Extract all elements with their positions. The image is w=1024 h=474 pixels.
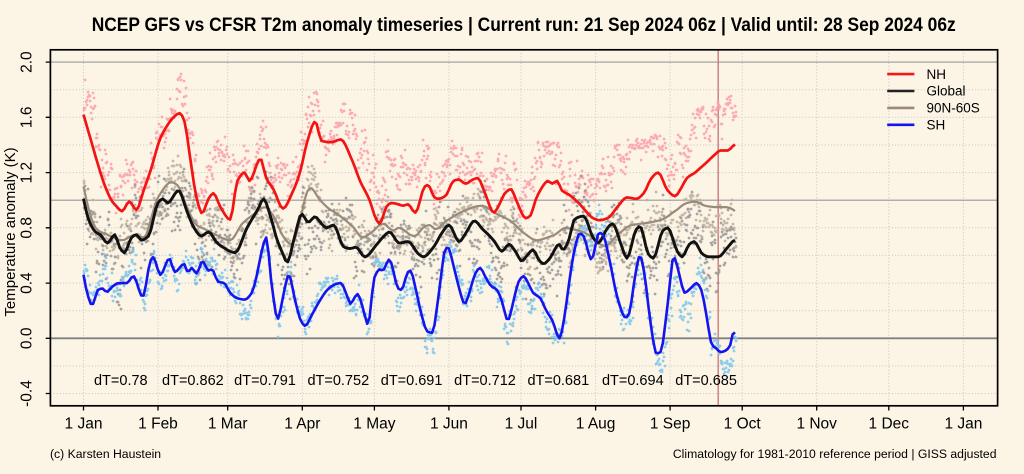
svg-text:dT=0.681: dT=0.681 xyxy=(527,373,589,389)
svg-text:Temperature anomaly (K): Temperature anomaly (K) xyxy=(2,147,19,316)
svg-text:dT=0.791: dT=0.791 xyxy=(234,373,296,389)
svg-text:1 Jun: 1 Jun xyxy=(430,416,468,433)
svg-text:0.0: 0.0 xyxy=(19,327,36,349)
svg-text:dT=0.862: dT=0.862 xyxy=(162,373,224,389)
svg-text:2.0: 2.0 xyxy=(19,51,36,73)
svg-text:NCEP GFS vs CFSR T2m anomaly t: NCEP GFS vs CFSR T2m anomaly timeseries … xyxy=(92,14,956,36)
svg-text:1.6: 1.6 xyxy=(19,107,36,129)
svg-text:NH: NH xyxy=(927,67,947,82)
svg-text:Climatology for 1981-2010 refe: Climatology for 1981-2010 reference peri… xyxy=(673,447,997,461)
svg-text:1 Oct: 1 Oct xyxy=(724,416,762,433)
svg-text:90N-60S: 90N-60S xyxy=(927,101,980,116)
svg-text:0.8: 0.8 xyxy=(19,217,36,239)
svg-text:1 Dec: 1 Dec xyxy=(869,416,910,433)
svg-text:1 May: 1 May xyxy=(353,416,395,433)
svg-text:1.2: 1.2 xyxy=(19,162,36,184)
svg-text:Global: Global xyxy=(927,84,966,99)
svg-text:1 Sep: 1 Sep xyxy=(650,416,691,433)
svg-text:1 Jan: 1 Jan xyxy=(65,416,103,433)
svg-text:1 Feb: 1 Feb xyxy=(138,416,178,433)
svg-text:1 Mar: 1 Mar xyxy=(208,416,248,433)
svg-text:dT=0.78: dT=0.78 xyxy=(94,373,148,389)
svg-text:1 Apr: 1 Apr xyxy=(284,416,320,433)
svg-text:dT=0.694: dT=0.694 xyxy=(602,373,664,389)
svg-text:dT=0.691: dT=0.691 xyxy=(381,373,443,389)
svg-text:SH: SH xyxy=(927,118,946,133)
svg-text:1 Jan: 1 Jan xyxy=(944,416,982,433)
svg-text:dT=0.685: dT=0.685 xyxy=(675,373,737,389)
svg-text:1 Nov: 1 Nov xyxy=(796,416,837,433)
svg-text:0.4: 0.4 xyxy=(19,272,36,294)
svg-text:dT=0.752: dT=0.752 xyxy=(307,373,369,389)
svg-text:dT=0.712: dT=0.712 xyxy=(454,373,516,389)
svg-text:1 Jul: 1 Jul xyxy=(505,416,538,433)
svg-text:1 Aug: 1 Aug xyxy=(576,416,616,433)
svg-text:-0.4: -0.4 xyxy=(19,380,36,407)
svg-text:(c) Karsten Haustein: (c) Karsten Haustein xyxy=(50,447,161,461)
